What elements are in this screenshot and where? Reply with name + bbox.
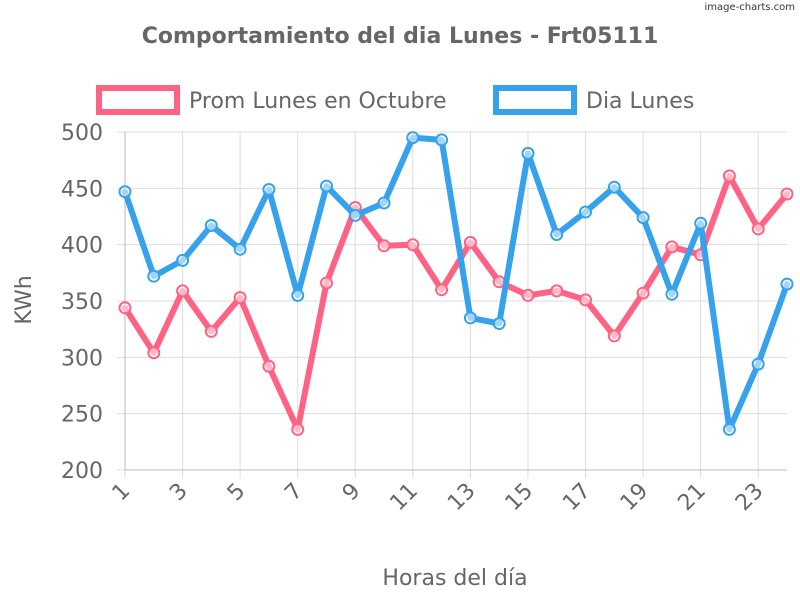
legend: Prom Lunes en Octubre Dia Lunes [96, 85, 694, 115]
series-1-point [463, 311, 477, 325]
x-tick-labels: 1 3 5 7 9 11 13 15 17 19 21 23 [108, 479, 769, 516]
series-1-point [579, 205, 592, 219]
y-tick-labels: 200 250 300 350 400 450 500 [61, 121, 103, 484]
y-axis-title: KWh [12, 275, 37, 324]
x-tick-label: 19 [616, 479, 653, 516]
series-1-point [377, 196, 391, 210]
chart-title: Comportamiento del dia Lunes - Frt05111 [142, 24, 659, 49]
series-0-point [291, 422, 305, 436]
series-line-1 [122, 134, 790, 433]
series-0-point [751, 222, 765, 236]
x-tick-label: 17 [558, 479, 595, 516]
series-1-point [118, 185, 132, 199]
series-1-point [147, 269, 161, 283]
series-0-point [463, 235, 477, 249]
series-1-point [550, 228, 564, 241]
series-1-point [233, 242, 247, 256]
x-tick-label: 7 [280, 479, 308, 507]
series [118, 131, 794, 436]
series-0-point [377, 239, 391, 253]
y-tick-label: 350 [61, 290, 103, 315]
series-0-point [722, 169, 736, 183]
series-0-point [636, 286, 650, 300]
legend-swatch-dia-lunes [493, 85, 577, 115]
series-1-point [320, 179, 333, 193]
series-1-point [694, 216, 708, 230]
series-1-point [435, 133, 449, 147]
series-0-point [233, 291, 247, 305]
legend-label-dia-lunes: Dia Lunes [586, 89, 694, 114]
series-1-point [348, 208, 362, 222]
series-1-point [521, 146, 535, 160]
series-0-point [665, 240, 679, 254]
series-0-point [579, 293, 592, 307]
watermark: image-charts.com [705, 2, 796, 13]
y-tick-label: 400 [61, 234, 103, 259]
legend-swatch-prom-lunes [96, 85, 180, 115]
y-tick-label: 250 [61, 403, 103, 428]
series-1-point [780, 277, 794, 291]
y-tick-label: 450 [61, 177, 103, 202]
series-0-point [262, 359, 276, 373]
series-1-point [607, 180, 621, 194]
x-tick-label: 13 [443, 479, 480, 516]
series-1-point [262, 183, 276, 196]
series-0-point [147, 346, 161, 360]
series-1-point [492, 317, 506, 330]
series-0-point [780, 187, 794, 201]
series-1-point [204, 219, 218, 232]
series-0-point [435, 283, 449, 297]
series-1-point [665, 287, 679, 301]
x-tick-label: 21 [673, 479, 710, 516]
series-0-point [521, 288, 535, 302]
x-axis-title: Horas del día [382, 566, 527, 591]
x-tick-label: 9 [338, 479, 366, 507]
series-1-point [722, 422, 736, 436]
series-0-point [118, 301, 132, 315]
series-1-point [291, 288, 305, 302]
x-tick-label: 23 [731, 479, 768, 516]
series-0-point [607, 329, 621, 343]
series-1-point [751, 357, 765, 371]
series-0-point [320, 276, 333, 290]
series-1-point [406, 131, 420, 145]
series-0-point [204, 324, 218, 338]
series-0-point [550, 284, 564, 298]
series-0-point [406, 238, 420, 252]
x-tick-label: 11 [386, 479, 423, 516]
y-tick-label: 300 [61, 346, 103, 371]
legend-label-prom-lunes: Prom Lunes en Octubre [189, 89, 447, 114]
series-0-point [176, 284, 190, 298]
x-tick-label: 1 [108, 479, 136, 507]
y-tick-label: 500 [61, 121, 103, 146]
y-tick-label: 200 [61, 459, 103, 484]
x-tick-label: 15 [501, 479, 538, 516]
x-tick-label: 5 [223, 479, 251, 507]
x-tick-label: 3 [165, 479, 193, 507]
grid [117, 131, 787, 478]
series-1-point [636, 211, 650, 225]
series-1-point [176, 253, 190, 267]
